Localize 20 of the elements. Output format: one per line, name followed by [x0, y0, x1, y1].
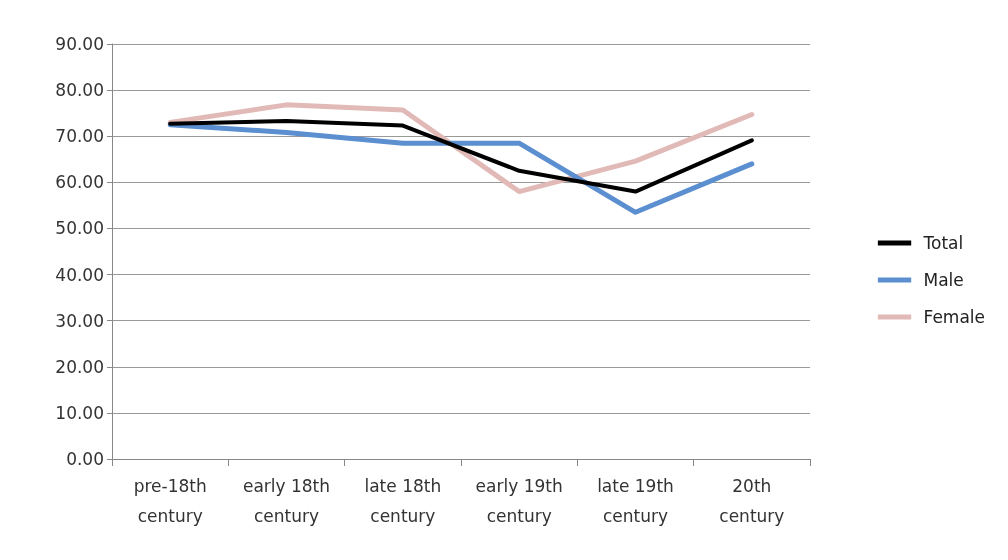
y-tick-label: 90.00	[55, 34, 104, 54]
y-tick-label: 40.00	[55, 264, 104, 285]
y-tick-label: 20.00	[55, 356, 104, 377]
line-series	[168, 119, 754, 194]
x-tick-label: early 18th century	[242, 476, 331, 526]
legend-label: Male	[923, 270, 964, 290]
x-tick-label: 20th century	[719, 476, 785, 526]
y-tick-label: 70.00	[55, 126, 104, 147]
y-tick-label: 0.00	[66, 449, 104, 469]
x-tick-label: early 19th century	[475, 476, 563, 526]
y-tick-label: 50.00	[55, 218, 104, 239]
y-tick-label: 80.00	[55, 80, 104, 101]
y-tick-label: 30.00	[55, 310, 104, 331]
x-tick-label: pre-18th century	[133, 476, 207, 526]
legend-label: Female	[923, 307, 985, 327]
y-tick-label: 60.00	[55, 172, 104, 193]
x-tick-label: late 18th century	[364, 476, 442, 526]
y-tick-label: 10.00	[55, 402, 104, 423]
x-tick-label: late 19th century	[597, 476, 674, 526]
legend-label: Total	[922, 233, 964, 253]
